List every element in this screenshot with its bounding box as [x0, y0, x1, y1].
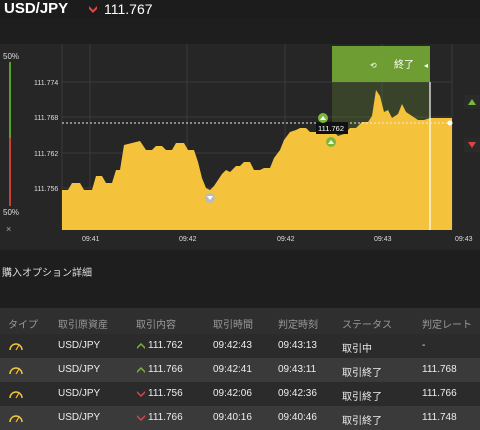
content-cell: 111.762 [148, 340, 183, 351]
trade-time-cell: 09:40:16 [213, 412, 252, 423]
header-bar: USD/JPY 111.767 [0, 0, 480, 18]
gauge-down-bar [9, 138, 11, 206]
current-price-tag [316, 122, 348, 134]
x-tick: 09:43 [374, 236, 392, 243]
up-marker-icon [318, 113, 328, 123]
x-tick: 09:42 [179, 236, 197, 243]
status-cell: 取引終了 [342, 368, 382, 379]
down-marker-icon [205, 193, 215, 203]
current-price-dot [447, 120, 453, 126]
table-row[interactable]: USD/JPY 111.766 09:42:41 09:43:11 取引終了 1… [0, 358, 480, 382]
status-cell: 取引中 [342, 344, 372, 355]
content-cell: 111.756 [148, 388, 183, 399]
judge-time-cell: 09:40:46 [278, 412, 317, 423]
table-row[interactable]: USD/JPY 111.762 09:42:43 09:43:13 取引中 - [0, 334, 480, 358]
rate-cell: 111.748 [422, 412, 457, 423]
table-row[interactable]: USD/JPY 111.766 09:40:16 09:40:46 取引終了 1… [0, 406, 480, 430]
up-marker-icon [326, 137, 336, 147]
content-cell: 111.766 [148, 364, 183, 375]
clock-icon: ⟲ [370, 61, 377, 70]
down-arrow-icon [137, 415, 145, 421]
table-header: タイプ 取引原資産 取引内容 取引時間 判定時刻 ステータス 判定レート [0, 308, 480, 334]
gauge-icon [9, 415, 23, 423]
trade-time-cell: 09:42:43 [213, 340, 252, 351]
col-header-status: ステータス [342, 320, 392, 331]
col-header-content: 取引内容 [136, 320, 176, 331]
gauge-bottom-label: 50% [3, 208, 20, 217]
y-tick: 111.768 [34, 115, 58, 122]
col-header-trade-time: 取引時間 [213, 320, 253, 331]
status-cell: 取引終了 [342, 392, 382, 403]
asset-cell: USD/JPY [58, 340, 101, 351]
x-tick: 09:41 [82, 236, 100, 243]
rate-cell: 111.768 [422, 364, 457, 375]
col-header-judge-time: 判定時刻 [278, 320, 318, 331]
down-arrow-icon [137, 391, 145, 397]
gauge-up-bar [9, 62, 11, 138]
down-button-icon [464, 138, 480, 152]
judge-time-cell: 09:43:11 [278, 364, 317, 375]
rate-cell: 111.766 [422, 388, 457, 399]
trade-time-cell: 09:42:41 [213, 364, 252, 375]
asset-cell: USD/JPY [58, 364, 101, 375]
judge-time-cell: 09:43:13 [278, 340, 317, 351]
currency-pair: USD/JPY [4, 0, 69, 17]
y-tick: 111.774 [34, 80, 58, 87]
col-header-type: タイプ [8, 320, 38, 331]
up-arrow-icon [137, 343, 145, 349]
col-header-asset: 取引原資産 [58, 320, 108, 331]
col-header-rate: 判定レート [422, 320, 472, 331]
y-tick: 111.756 [34, 186, 58, 193]
end-zone-label: 終了 [394, 58, 414, 71]
rate-cell: - [422, 340, 426, 351]
close-icon[interactable]: × [6, 224, 12, 234]
gauge-labels: 50% 50% × [0, 44, 20, 236]
x-tick: 09:43 [455, 236, 473, 243]
down-arrow-icon [89, 6, 97, 13]
gauge-icon [9, 367, 23, 375]
price-area [62, 90, 452, 230]
section-title: 購入オプション詳細 [2, 268, 92, 279]
asset-cell: USD/JPY [58, 388, 101, 399]
up-button-icon [464, 95, 480, 109]
gauge-icon [9, 391, 23, 399]
gauge-icon [9, 343, 23, 351]
y-tick: 111.762 [34, 151, 58, 158]
x-tick: 09:42 [277, 236, 295, 243]
current-price-tag-text: 111.762 [318, 124, 344, 133]
price-chart: ⟲ 終了 ◂ 111.774 111.768 111.762 111.756 0… [9, 44, 480, 243]
gauge-top-label: 50% [3, 52, 20, 61]
trade-time-cell: 09:42:06 [213, 388, 252, 399]
content-cell: 111.766 [148, 412, 183, 423]
asset-cell: USD/JPY [58, 412, 101, 423]
chevron-left-icon: ◂ [424, 61, 428, 70]
up-arrow-icon [137, 367, 145, 373]
end-zone [332, 46, 430, 82]
judge-time-cell: 09:42:36 [278, 388, 317, 399]
table-row[interactable]: USD/JPY 111.756 09:42:06 09:42:36 取引終了 1… [0, 382, 480, 406]
current-price: 111.767 [104, 1, 153, 17]
